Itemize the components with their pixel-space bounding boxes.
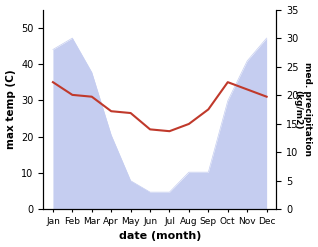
X-axis label: date (month): date (month) — [119, 231, 201, 242]
Y-axis label: max temp (C): max temp (C) — [5, 70, 16, 149]
Y-axis label: med. precipitation
(kg/m2): med. precipitation (kg/m2) — [293, 62, 313, 156]
